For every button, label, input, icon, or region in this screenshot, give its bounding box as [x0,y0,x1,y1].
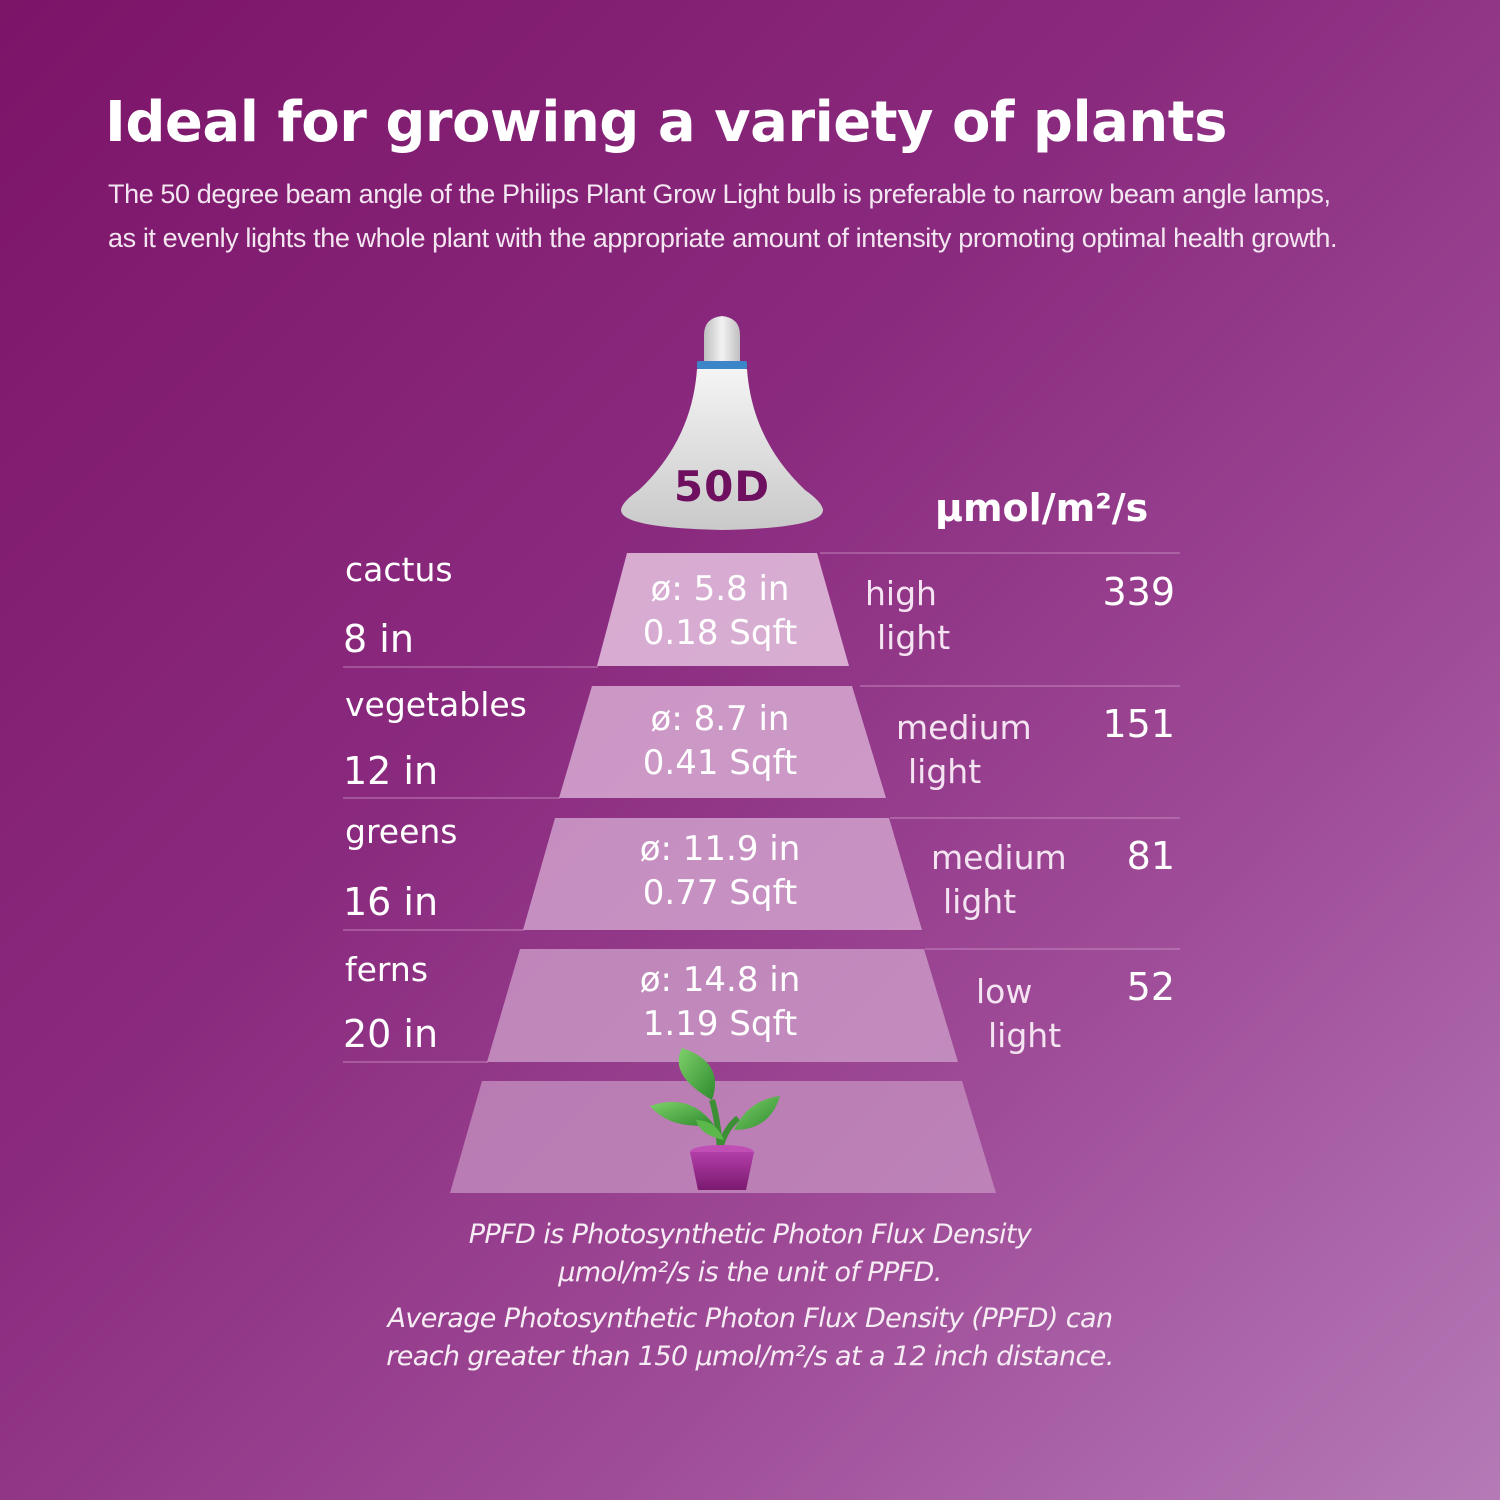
unit-header: µmol/m²/s [935,486,1149,530]
plant-name: ferns [345,950,429,989]
footnote-line: reach greater than 150 µmol/m²/s at a 12… [386,1341,1114,1372]
distance-label: 20 in [343,1012,439,1056]
distance-label: 16 in [343,880,439,924]
bulb-icon [621,316,823,530]
distance-label: 8 in [343,617,414,661]
diameter-value: ø: 5.8 in [650,569,790,609]
ppfd-value: 52 [1126,965,1175,1009]
area-value: 0.41 Sqft [642,743,798,783]
tier-coverage: ø: 11.9 in 0.77 Sqft [570,827,870,915]
tier-coverage: ø: 5.8 in 0.18 Sqft [570,567,870,655]
ppfd-value: 151 [1102,702,1175,746]
leaf-center [678,1048,716,1100]
pot-body [690,1152,754,1190]
page-title: Ideal for growing a variety of plants [105,90,1227,155]
plant-icon [650,1048,780,1190]
intensity-label: low light [976,972,1062,1055]
row-separators [343,552,1180,1063]
ppfd-value: 339 [1102,570,1175,614]
bulb-band [697,361,747,369]
light-cone [450,553,996,1193]
bulb-body [621,369,823,530]
page-subtitle: The 50 degree beam angle of the Philips … [108,172,1428,260]
distance-label: 12 in [343,749,439,793]
diameter-value: ø: 8.7 in [650,699,790,739]
leaf-small [696,1120,724,1140]
leaf-left [650,1101,714,1126]
bulb-label: 50D [673,462,771,511]
plant-name: greens [345,812,458,851]
cone-tier-2 [559,686,886,798]
leaf-right [734,1096,780,1130]
area-value: 0.77 Sqft [642,873,798,913]
intensity-label: medium light [931,838,1067,921]
diameter-value: ø: 14.8 in [639,960,801,1000]
tier-coverage: ø: 8.7 in 0.41 Sqft [570,697,870,785]
intensity-label: high light [865,574,951,657]
footnote-line: Average Photosynthetic Photon Flux Densi… [387,1303,1114,1334]
area-value: 1.19 Sqft [642,1004,798,1044]
footnote-line: PPFD is Photosynthetic Photon Flux Densi… [468,1219,1032,1250]
subtitle-line: The 50 degree beam angle of the Philips … [108,179,1331,209]
area-value: 0.18 Sqft [642,613,798,653]
cone-tier-3 [523,818,922,930]
cone-tier-4 [487,949,958,1062]
bulb-tip [704,316,740,350]
bulb-neck [704,350,740,362]
subtitle-line: as it evenly lights the whole plant with… [108,223,1338,253]
intensity-label: medium light [896,708,1032,791]
tier-coverage: ø: 14.8 in 1.19 Sqft [570,958,870,1046]
plant-name: vegetables [345,685,527,724]
footnotes: PPFD is Photosynthetic Photon Flux Densi… [250,1216,1250,1376]
footnote-line: µmol/m²/s is the unit of PPFD. [558,1257,942,1288]
plant-name: cactus [345,550,453,589]
diameter-value: ø: 11.9 in [639,829,801,869]
ppfd-value: 81 [1126,834,1175,878]
cone-tier-1 [597,553,849,666]
